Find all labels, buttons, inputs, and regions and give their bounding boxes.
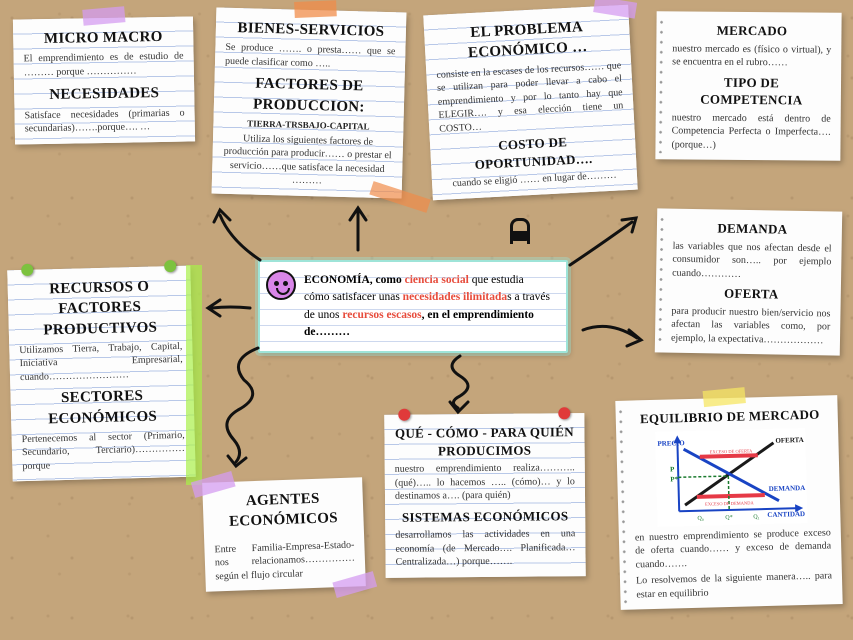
body-sistemas: desarrollamos las actividades en una eco… bbox=[395, 527, 575, 569]
pushpin-icon bbox=[164, 260, 176, 272]
arrow-icon bbox=[575, 310, 655, 360]
tape bbox=[294, 0, 337, 18]
body-equilibrio2: Lo resolvemos de la siguiente manera….. … bbox=[636, 569, 833, 601]
arrow-icon bbox=[560, 210, 650, 280]
note-equilibrio: EQUILIBRIO DE MERCADO PRECIO P P* CANTID… bbox=[615, 395, 842, 610]
pushpin-icon bbox=[558, 407, 570, 419]
heading-demanda: DEMANDA bbox=[673, 219, 832, 239]
body-sectores: Pertenecemos al sector (Primario, Secund… bbox=[22, 429, 186, 474]
heading-oferta: OFERTA bbox=[672, 284, 831, 304]
svg-text:P: P bbox=[670, 465, 675, 473]
note-mercado: MERCADO nuestro mercado es (físico o vir… bbox=[655, 11, 841, 161]
note-problema: EL PROBLEMA ECONÓMICO … consiste en la e… bbox=[423, 5, 637, 200]
heading-bienes: BIENES-SERVICIOS bbox=[226, 18, 396, 43]
heading-micro: MICRO MACRO bbox=[23, 27, 183, 50]
heading-sistemas: SISTEMAS ECONÓMICOS bbox=[395, 507, 575, 526]
note-center-economia: ECONOMÍA, como ciencia social que estudi… bbox=[258, 260, 568, 353]
supply-demand-chart: PRECIO P P* CANTIDAD OFERTA DEMANDA EXCE… bbox=[655, 428, 807, 527]
note-demanda: DEMANDA las variables que nos afectan de… bbox=[655, 208, 842, 355]
heading-factores: FACTORES DE PRODUCCION: bbox=[224, 73, 395, 118]
svg-text:EXCESO DE DEMANDA: EXCESO DE DEMANDA bbox=[705, 500, 755, 506]
body-necesidades: Satisface necesidades (primarias o secun… bbox=[24, 106, 184, 136]
pushpin-icon bbox=[21, 264, 33, 276]
pushpin-icon bbox=[398, 409, 410, 421]
note-que-como: QUÉ - CÓMO - PARA QUIÉN PRODUCIMOS nuest… bbox=[384, 413, 585, 577]
chart-ylabel: PRECIO bbox=[657, 439, 685, 448]
center-text: ECONOMÍA, como ciencia social que estudi… bbox=[304, 274, 550, 338]
t: ECONOMÍA, como bbox=[304, 274, 405, 286]
body-factores: Utiliza los siguientes factores de produ… bbox=[222, 132, 393, 190]
body-recursos: Utilizamos Tierra, Trabajo, Capital, Ini… bbox=[19, 340, 183, 385]
t: ciencia social bbox=[405, 274, 469, 286]
arrow-icon bbox=[200, 290, 260, 330]
t: necesidades ilimitada bbox=[403, 291, 507, 303]
chart-oferta-label: OFERTA bbox=[775, 436, 804, 445]
arrow-squiggle-icon bbox=[430, 350, 490, 420]
tape bbox=[82, 6, 125, 26]
arrow-icon bbox=[200, 200, 280, 280]
heading-equilibrio: EQUILIBRIO DE MERCADO bbox=[632, 405, 828, 428]
sub-factores: TIERRA-TRSBAJO-CAPITAL bbox=[223, 117, 393, 134]
body-oferta: para producir nuestro bien/servicio nos … bbox=[671, 304, 831, 347]
binder-clip-icon bbox=[510, 218, 530, 244]
body-bienes: Se produce ……. o presta…… que se puede c… bbox=[225, 41, 396, 72]
body-micro: El emprendimiento es de estudio de ……… p… bbox=[24, 50, 184, 80]
heading-sectores: SECTORES ECONÓMICOS bbox=[20, 385, 184, 430]
note-micro-macro: MICRO MACRO El emprendimiento es de estu… bbox=[13, 16, 195, 144]
body-agentes: Entre Familia-Empresa-Estado- nos relaci… bbox=[214, 538, 355, 583]
heading-competencia: TIPO DE COMPETENCIA bbox=[672, 73, 831, 109]
body-mercado: nuestro mercado es (físico o virtual), y… bbox=[672, 42, 831, 70]
t: recursos escasos bbox=[342, 309, 421, 321]
heading-mercado: MERCADO bbox=[672, 21, 831, 40]
heading-necesidades: NECESIDADES bbox=[24, 83, 184, 106]
chart-xlabel: CANTIDAD bbox=[767, 510, 805, 519]
svg-text:Q*: Q* bbox=[725, 514, 732, 520]
body-demanda: las variables que nos afectan desde el c… bbox=[672, 239, 832, 282]
svg-text:Q₁: Q₁ bbox=[753, 514, 760, 520]
tape bbox=[703, 387, 746, 407]
heading-problema: EL PROBLEMA ECONÓMICO … bbox=[434, 15, 621, 65]
heading-agentes: AGENTES ECONÓMICOS bbox=[212, 488, 353, 533]
note-recursos: RECURSOS O FACTORES PRODUCTIVOS Utilizam… bbox=[7, 266, 195, 482]
arrow-loop-icon bbox=[208, 340, 288, 470]
heading-que: QUÉ - CÓMO - PARA QUIÉN PRODUCIMOS bbox=[394, 423, 574, 460]
body-equilibrio: en nuestro emprendimiento se produce exc… bbox=[635, 526, 832, 572]
body-que: nuestro emprendimiento realiza………..(qué)… bbox=[395, 461, 575, 503]
arrow-icon bbox=[330, 200, 390, 260]
chart-demanda-label: DEMANDA bbox=[769, 484, 806, 493]
body-competencia: nuestro mercado está dentro de Competenc… bbox=[671, 111, 830, 153]
note-bienes: BIENES-SERVICIOS Se produce ……. o presta… bbox=[212, 8, 407, 199]
body-problema: consiste en la escases de los recursos……… bbox=[436, 59, 624, 136]
heading-costo: COSTO DE OPORTUNIDAD…. bbox=[440, 130, 627, 175]
note-agentes: AGENTES ECONÓMICOS Entre Familia-Empresa… bbox=[202, 477, 366, 592]
heading-recursos: RECURSOS O FACTORES PRODUCTIVOS bbox=[18, 276, 183, 341]
svg-text:Q₀: Q₀ bbox=[697, 515, 704, 521]
svg-text:P*: P* bbox=[670, 475, 678, 483]
